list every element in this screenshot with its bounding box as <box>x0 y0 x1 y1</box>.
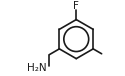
Text: H₂N: H₂N <box>27 63 47 73</box>
Text: F: F <box>73 1 79 11</box>
